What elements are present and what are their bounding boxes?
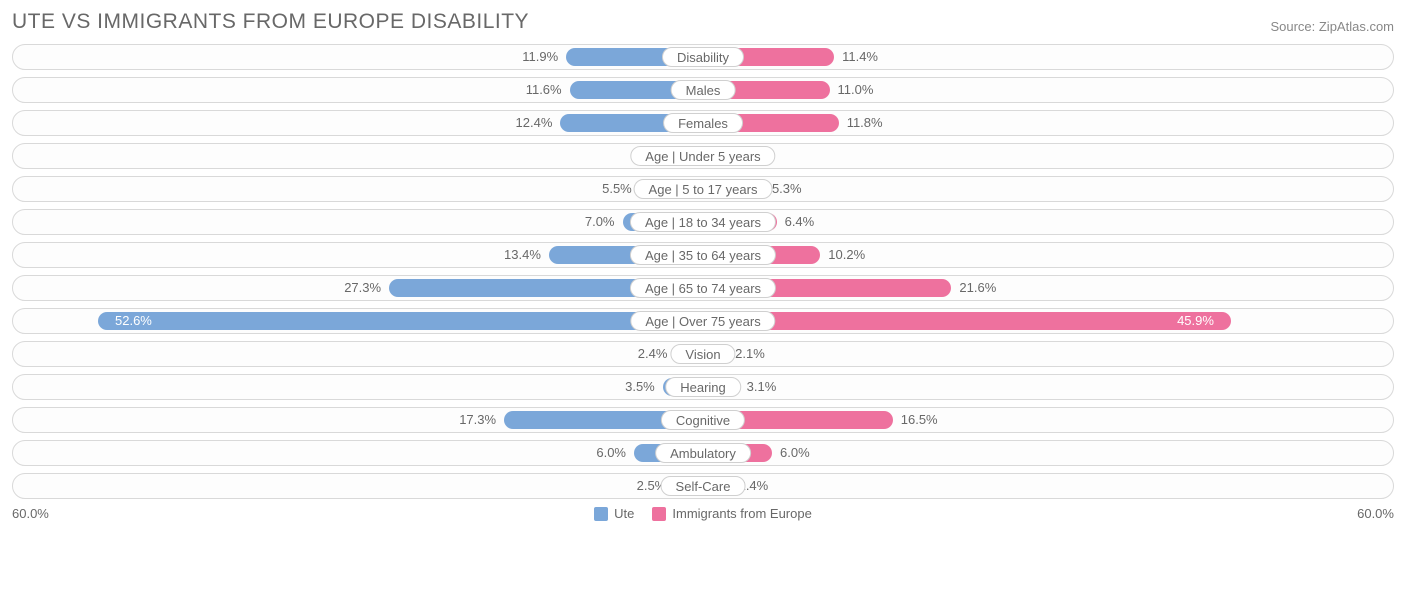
legend-label: Immigrants from Europe [672,506,811,521]
value-left: 2.4% [638,342,668,366]
legend-item: Ute [594,506,634,521]
legend-swatch [652,507,666,521]
chart-row: 6.0% 6.0% Ambulatory [12,440,1394,466]
value-right: 2.1% [735,342,765,366]
axis-max-left: 60.0% [12,506,49,521]
value-right: 10.2% [828,243,865,267]
legend-label: Ute [614,506,634,521]
category-label: Females [663,113,743,133]
chart-row: 3.5% 3.1% Hearing [12,374,1394,400]
value-left: 7.0% [585,210,615,234]
chart-row: 5.5% 5.3%Age | 5 to 17 years [12,176,1394,202]
value-left: 6.0% [596,441,626,465]
category-label: Self-Care [661,476,746,496]
chart-row: 2.4% 2.1%Vision [12,341,1394,367]
value-right: 3.1% [747,375,777,399]
chart-row: 7.0% 6.4% Age | 18 to 34 years [12,209,1394,235]
legend-item: Immigrants from Europe [652,506,811,521]
value-right: 21.6% [959,276,996,300]
category-label: Hearing [665,377,741,397]
bar-left [98,312,703,330]
value-left: 13.4% [504,243,541,267]
value-right: 45.9% [1177,309,1224,333]
chart-row: 17.3% 16.5% Cognitive [12,407,1394,433]
category-label: Males [671,80,736,100]
value-left: 52.6% [105,309,152,333]
legend-swatch [594,507,608,521]
value-left: 27.3% [344,276,381,300]
category-label: Age | 5 to 17 years [634,179,773,199]
category-label: Age | 65 to 74 years [630,278,776,298]
value-left: 17.3% [459,408,496,432]
chart-row: 52.6% 45.9% Age | Over 75 years [12,308,1394,334]
category-label: Age | Over 75 years [630,311,775,331]
axis-max-right: 60.0% [1357,506,1394,521]
category-label: Age | 18 to 34 years [630,212,776,232]
value-left: 11.6% [526,78,562,102]
value-right: 11.0% [838,78,874,102]
chart-row: 2.5%2.4%Self-Care [12,473,1394,499]
value-right: 11.4% [842,45,878,69]
category-label: Disability [662,47,744,67]
category-label: Cognitive [661,410,745,430]
value-right: 16.5% [901,408,938,432]
category-label: Ambulatory [655,443,751,463]
chart-row: 11.9% 11.4% Disability [12,44,1394,70]
chart-row: 27.3% 21.6% Age | 65 to 74 years [12,275,1394,301]
value-right: 5.3% [772,177,802,201]
category-label: Vision [670,344,735,364]
chart-source: Source: ZipAtlas.com [1270,19,1394,34]
chart-row: 12.4% 11.8% Females [12,110,1394,136]
value-right: 6.0% [780,441,810,465]
bar-right [703,312,1231,330]
chart-title: UTE VS IMMIGRANTS FROM EUROPE DISABILITY [12,10,529,34]
chart-row: 0.86%1.3%Age | Under 5 years [12,143,1394,169]
chart-rows: 11.9% 11.4% Disability 11.6% 11.0% Males 12.4%… [12,44,1394,499]
chart-row: 13.4% 10.2% Age | 35 to 64 years [12,242,1394,268]
value-left: 3.5% [625,375,655,399]
value-right: 11.8% [847,111,883,135]
value-left: 5.5% [602,177,632,201]
value-left: 11.9% [522,45,558,69]
chart-row: 11.6% 11.0% Males [12,77,1394,103]
value-right: 6.4% [785,210,815,234]
category-label: Age | 35 to 64 years [630,245,776,265]
category-label: Age | Under 5 years [630,146,775,166]
value-left: 12.4% [516,111,553,135]
chart-legend: Ute Immigrants from Europe [594,506,812,521]
